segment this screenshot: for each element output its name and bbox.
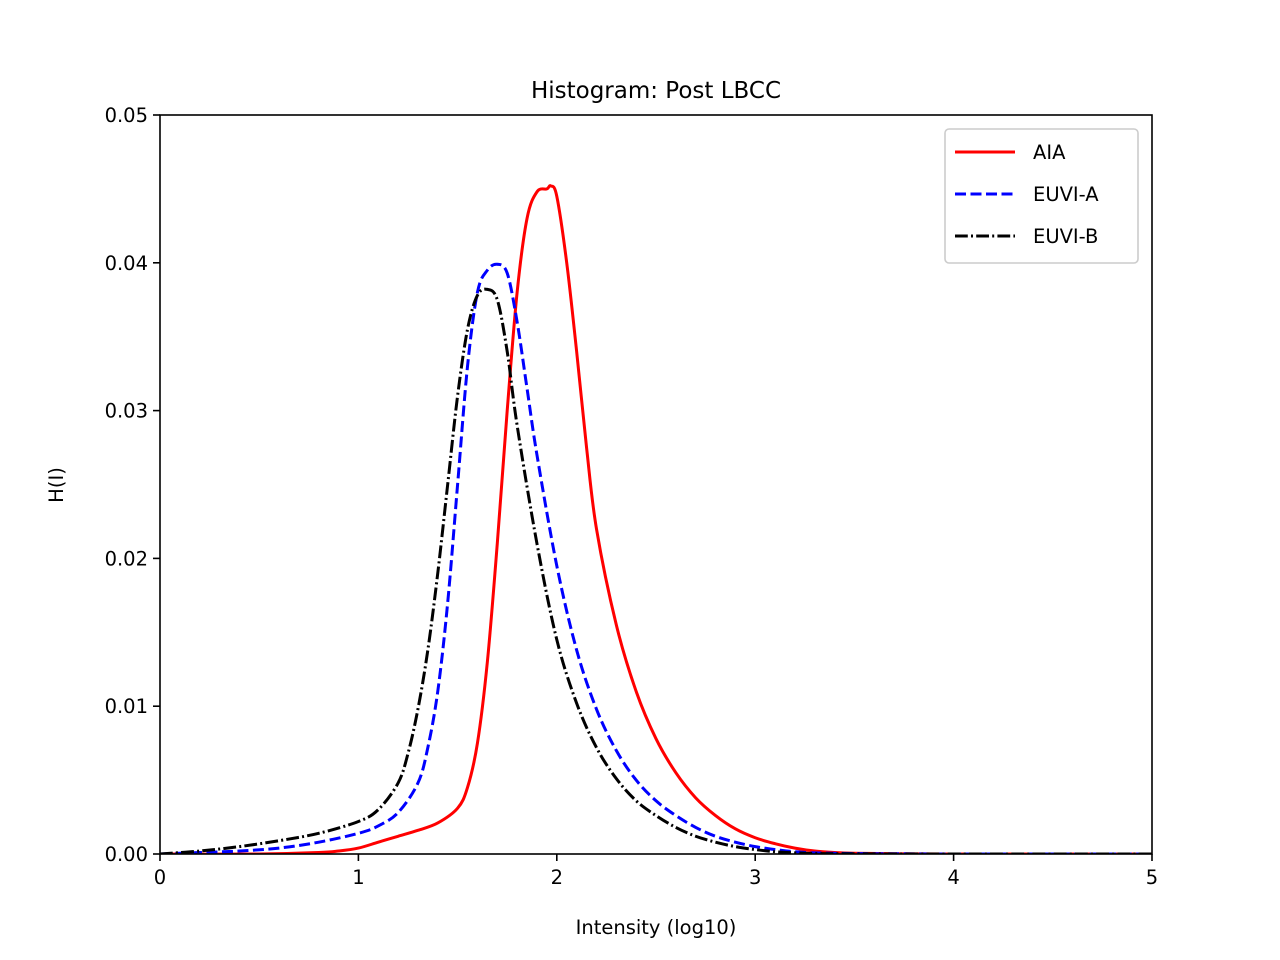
x-axis-label: Intensity (log10) [576, 916, 737, 939]
legend: AIA EUVI-A EUVI-B [944, 128, 1139, 264]
series-lines [160, 184, 1152, 854]
legend-label: EUVI-A [1033, 183, 1099, 206]
y-axis-label: H(I) [45, 467, 68, 503]
plot-frame [159, 114, 1153, 855]
y-tick-label: 0.02 [105, 547, 148, 570]
y-tick-label: 0.04 [105, 252, 148, 275]
x-tick-label: 5 [1146, 866, 1158, 889]
x-tick-label: 4 [947, 866, 959, 889]
series-line-euvi-b [160, 287, 1152, 854]
x-axis: 0 1 2 3 4 5 [154, 854, 1158, 889]
y-axis: 0.00 0.01 0.02 0.03 0.04 0.05 [105, 104, 160, 866]
chart-title: Histogram: Post LBCC [531, 78, 781, 104]
y-tick-label: 0.05 [105, 104, 148, 127]
x-tick-label: 3 [749, 866, 761, 889]
y-tick-label: 0.01 [105, 695, 148, 718]
x-tick-label: 2 [551, 866, 563, 889]
legend-box [944, 128, 1139, 264]
series-line-euvi-a [160, 262, 1152, 854]
legend-label: AIA [1033, 141, 1066, 164]
y-tick-label: 0.03 [105, 400, 148, 423]
x-tick-label: 1 [352, 866, 364, 889]
series-line-aia [160, 184, 1152, 854]
x-tick-label: 0 [154, 866, 166, 889]
legend-label: EUVI-B [1033, 225, 1098, 248]
y-tick-label: 0.00 [105, 843, 148, 866]
